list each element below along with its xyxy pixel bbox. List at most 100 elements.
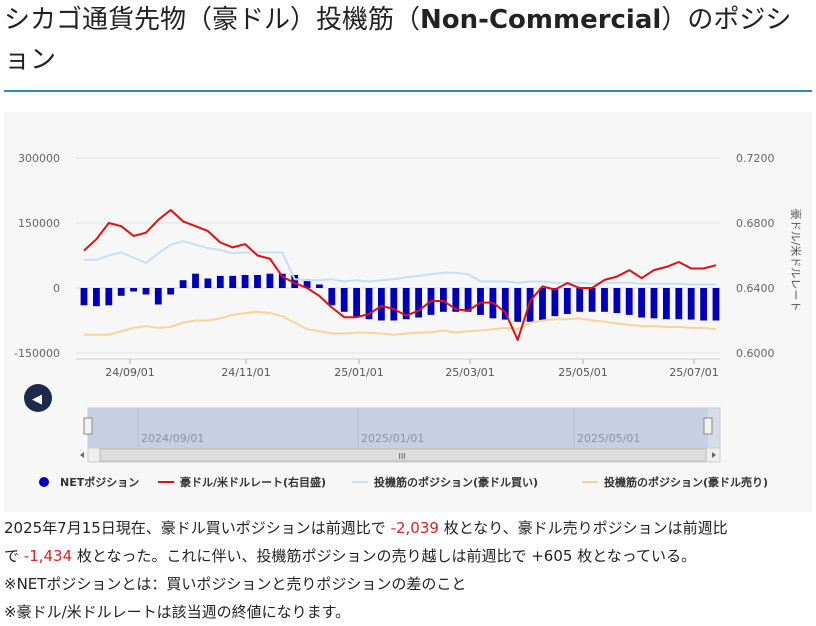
title-divider [4, 90, 812, 92]
grid-lines [76, 157, 720, 354]
right-axis: 0.7200 0.6800 0.6400 0.6000 [736, 152, 775, 360]
net-position-bar [353, 288, 360, 318]
description-line-2: で -1,434 枚となった。これに伴い、投機筋ポジションの売り越しは前週比で … [4, 547, 696, 565]
net-position-bar [650, 288, 658, 319]
net-position-bar [365, 288, 373, 320]
legend-item[interactable]: 豪ドル/米ドルレート(右目盛) [158, 475, 326, 489]
right-tick-label: 0.6000 [736, 347, 775, 360]
net-position-bar [576, 288, 584, 312]
x-tick-label: 25/01/01 [334, 366, 383, 379]
net-position-bar [539, 288, 546, 321]
net-position-bar [204, 278, 212, 288]
left-tick-label: 150000 [18, 217, 60, 230]
legend-item[interactable]: 投機筋のポジション(豪ドル売り) [582, 475, 768, 489]
net-position-bar [501, 288, 509, 320]
left-tick-label: -150000 [14, 347, 60, 360]
navigator-left-handle[interactable] [83, 417, 93, 435]
net-position-bar [105, 288, 113, 306]
x-axis: 24/09/01 24/11/01 25/01/01 25/03/01 25/05/01… [76, 358, 720, 379]
chevron-left-icon: ◀ [32, 392, 42, 407]
net-position-bar [378, 288, 385, 321]
legend-marker [39, 477, 49, 487]
net-position-bar [130, 288, 137, 292]
net-position-bar [154, 288, 162, 305]
page-title: シカゴ通貨先物（豪ドル）投機筋（Non-Commercial）のポジション [4, 0, 812, 80]
title-prefix: シカゴ通貨先物（豪ドル）投機筋（ [4, 5, 421, 35]
net-position-bar [117, 288, 125, 296]
net-position-bar [229, 275, 237, 288]
description: 2025年7月15日現在、豪ドル買いポジションは前週比で -2,039 枚となり… [4, 514, 812, 626]
net-position-bar [390, 288, 398, 321]
series-lines [83, 209, 717, 341]
buy-change-value: -2,039 [390, 519, 439, 537]
net-position-bar [514, 288, 522, 322]
net-position-bar [93, 288, 100, 307]
net-position-bar [167, 288, 175, 295]
net-position-bar [464, 288, 472, 312]
chart-panel: 300000 150000 0 -150000 0.7200 0.6800 0.6400 0… [4, 112, 812, 512]
net-position-bar [638, 288, 645, 318]
navigator-scrollbar[interactable]: III [80, 447, 721, 463]
net-position-bar [241, 275, 249, 288]
x-tick-label: 24/11/01 [221, 366, 270, 379]
net-position-bar [712, 288, 720, 321]
net-position-bar [663, 288, 670, 320]
net-position-bar [700, 288, 707, 321]
net-position-bar [179, 280, 187, 288]
left-axis: 300000 150000 0 -150000 [14, 152, 60, 360]
range-navigator[interactable]: 2024/09/01 2025/01/01 2025/05/01 [83, 407, 721, 449]
legend-label: 豪ドル/米ドルレート(右目盛) [180, 475, 326, 489]
net-position-bar [613, 288, 621, 314]
net-position-bar [316, 284, 323, 288]
prev-button[interactable]: ◀ [24, 384, 52, 412]
right-tick-label: 0.7200 [736, 152, 775, 165]
legend-item[interactable]: NETポジション [39, 475, 139, 489]
buy-position-line [84, 240, 716, 286]
note-net-position: ※NETポジションとは：買いポジションと売りポジションの差のこと [4, 575, 467, 593]
title-suffix: ）のポジション [4, 5, 792, 75]
navigator-axis: 2024/09/01 2025/01/01 2025/05/01 [137, 408, 640, 448]
net-position-bar [80, 288, 88, 306]
navigator-tick-label: 2024/09/01 [141, 432, 204, 445]
net-position-bar [601, 288, 608, 312]
scroll-right-arrow-icon[interactable] [712, 452, 716, 458]
x-tick-label: 25/07/01 [669, 366, 718, 379]
net-position-bar [687, 288, 695, 320]
scroll-left-arrow-icon[interactable] [80, 452, 84, 458]
net-position-bar [588, 288, 596, 312]
net-position-bar [303, 279, 311, 288]
left-tick-label: 300000 [18, 152, 60, 165]
legend-label: 投機筋のポジション(豪ドル売り) [604, 475, 768, 489]
legend-item[interactable]: 投機筋のポジション(豪ドル買い) [352, 475, 538, 489]
net-position-bar [291, 275, 299, 288]
sell-change-value: -1,434 [23, 547, 73, 565]
net-position-bar [526, 288, 534, 322]
audusd-rate-line [83, 209, 717, 341]
net-position-bar [440, 288, 447, 312]
description-line-1: 2025年7月15日現在、豪ドル買いポジションは前週比で -2,039 枚となり… [4, 519, 728, 537]
net-position-bar [266, 273, 274, 288]
navigator-right-handle[interactable] [703, 417, 713, 435]
navigator-tick-label: 2025/05/01 [577, 432, 640, 445]
net-position-bar [328, 288, 336, 306]
scrollbar-grip: III [398, 452, 405, 461]
net-position-bar [142, 288, 150, 295]
net-position-bar [402, 288, 410, 320]
x-tick-label: 24/09/01 [105, 366, 154, 379]
net-position-bar [477, 288, 484, 315]
x-tick-label: 25/05/01 [558, 366, 607, 379]
right-tick-label: 0.6800 [736, 217, 775, 230]
net-position-bar [452, 288, 460, 312]
net-position-bar [278, 273, 286, 288]
scrollbar-thumb[interactable] [99, 448, 707, 462]
net-position-bar [192, 273, 199, 288]
legend-label: 投機筋のポジション(豪ドル買い) [374, 475, 538, 489]
note-rate: ※豪ドル/米ドルレートは該当週の終値になります。 [4, 603, 351, 621]
net-position-bar [216, 275, 224, 288]
legend-label: NETポジション [60, 475, 139, 489]
net-position-bar [254, 275, 261, 288]
navigator-tick-label: 2025/01/01 [361, 432, 424, 445]
net-position-bar [563, 288, 571, 314]
net-position-bars [80, 273, 720, 322]
